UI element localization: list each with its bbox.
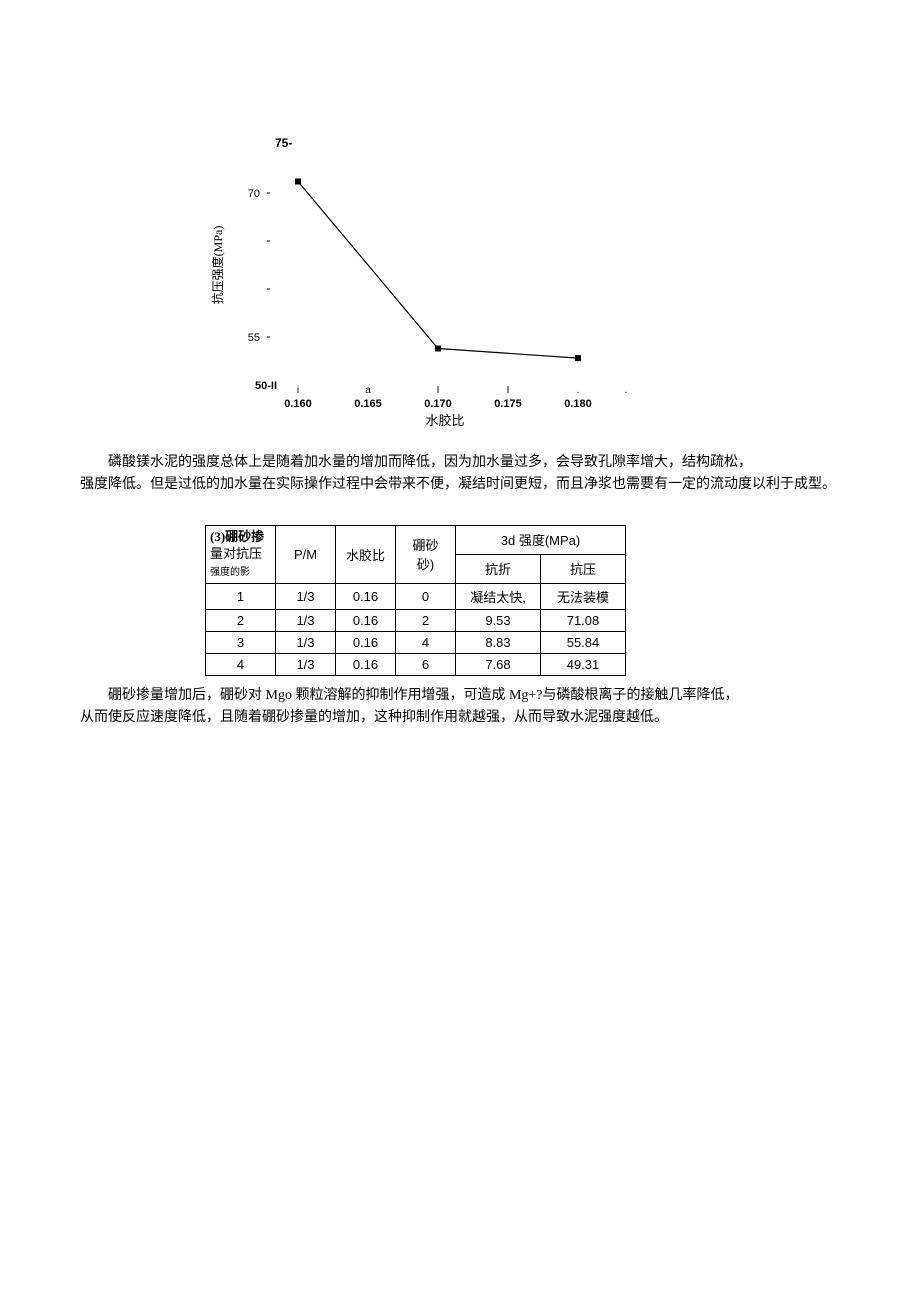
- col-header-ratio: 水胶比: [336, 526, 396, 584]
- svg-text:75-: 75-: [275, 136, 292, 150]
- table-row: 3 1/3 0.16 4 8.83 55.84: [206, 631, 626, 653]
- svg-text:70: 70: [248, 188, 260, 200]
- svg-text:55: 55: [248, 332, 260, 344]
- table-row: 2 1/3 0.16 2 9.53 71.08: [206, 609, 626, 631]
- strength-vs-water-ratio-chart: 70 55 75- 50-II 抗压强度(MPa) i 0.160 a 0.165 I 0.170 I…: [200, 130, 640, 440]
- col-header-strength: 3d 强度(MPa): [456, 526, 626, 555]
- table-row: 1 1/3 0.16 0 凝结太快, 无法装模: [206, 583, 626, 609]
- svg-text:0.175: 0.175: [494, 398, 522, 410]
- paragraph-3: 硼砂掺量增加后，硼砂对 Mgo 颗粒溶解的抑制作用增强，可造成 Mg+?与磷酸根…: [80, 685, 860, 707]
- paragraph-4: 从而使反应速度降低，且随着硼砂掺量的增加，这种抑制作用就越强，从而导致水泥强度越…: [80, 707, 860, 729]
- sub-header-compressive: 抗压: [541, 554, 626, 583]
- table-corner-header: (3)硼砂掺 量对抗压 强度的影: [206, 526, 276, 584]
- paragraph-2: 强度降低。但是过低的加水量在实际操作过程中会带来不便，凝结时间更短，而且净浆也需…: [80, 474, 860, 496]
- paragraph-1: 磷酸镁水泥的强度总体上是随着加水量的增加而降低，因为加水量过多，会导致孔隙率增大…: [80, 452, 860, 474]
- svg-text:I: I: [437, 385, 440, 396]
- svg-text:水胶比: 水胶比: [425, 413, 464, 428]
- svg-text:0.165: 0.165: [354, 398, 382, 410]
- svg-text:i: i: [297, 385, 299, 396]
- svg-text:0.160: 0.160: [284, 398, 312, 410]
- sub-header-flexural: 抗折: [456, 554, 541, 583]
- col-header-pm: P/M: [276, 526, 336, 584]
- col-header-borax: 硼砂砂): [396, 526, 456, 584]
- svg-text:0.170: 0.170: [424, 398, 452, 410]
- svg-text:.: .: [625, 385, 628, 396]
- svg-text:a: a: [365, 385, 371, 396]
- svg-text:0.180: 0.180: [564, 398, 592, 410]
- svg-text:抗压强度(MPa): 抗压强度(MPa): [210, 226, 225, 305]
- borax-strength-table: (3)硼砂掺 量对抗压 强度的影 P/M 水胶比 硼砂砂) 3d 强度(MPa)…: [205, 525, 626, 676]
- chart-svg: 70 55 75- 50-II 抗压强度(MPa) i 0.160 a 0.165 I 0.170 I…: [200, 130, 640, 440]
- svg-text:.: .: [577, 385, 580, 396]
- table-row: 4 1/3 0.16 6 7.68 49.31: [206, 653, 626, 675]
- svg-text:50-II: 50-II: [255, 380, 277, 392]
- svg-text:I: I: [507, 385, 510, 396]
